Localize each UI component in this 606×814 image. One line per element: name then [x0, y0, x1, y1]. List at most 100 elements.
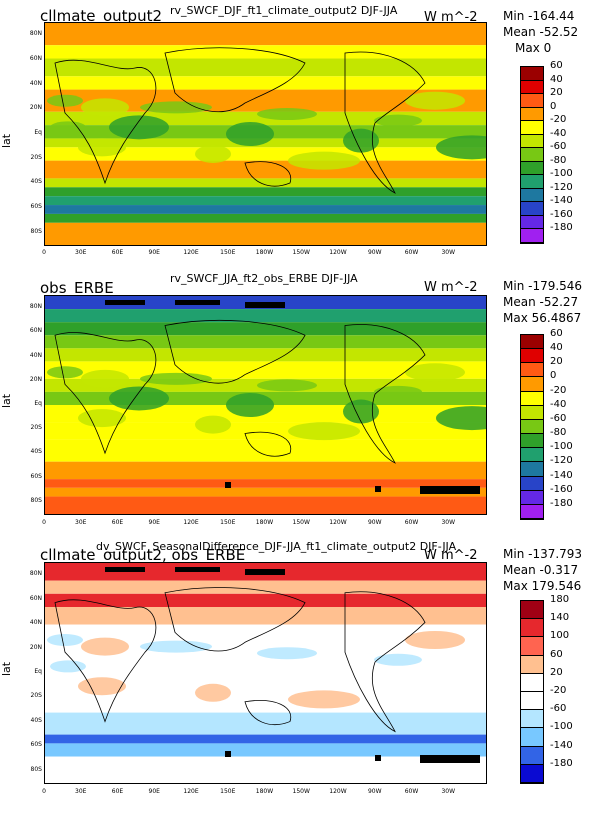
contour-band [45, 487, 486, 497]
coastline [344, 51, 426, 194]
contour-band [45, 756, 486, 783]
panel-title: obs_ERBE [40, 279, 114, 297]
lon-tick-label: 120E [183, 788, 199, 795]
lon-tick-label: 180W [255, 249, 274, 256]
panel-subtitle: rv_SWCF_DJF_ft1_climate_output2 DJF-JJA [170, 4, 398, 17]
contour-blob [109, 115, 169, 140]
colorbar-swatch [521, 405, 543, 420]
colorbar-swatch [521, 175, 543, 189]
colorbar-swatch [521, 229, 543, 243]
lon-tick-label: 60W [404, 519, 419, 526]
lat-tick-label: 40S [30, 716, 42, 724]
colorbar-label: 60 [550, 648, 563, 660]
lat-tick-label: 60N [29, 327, 42, 335]
colorbar-label: 180 [550, 594, 570, 605]
map-plot [44, 22, 487, 246]
lon-tick-label: 0 [42, 519, 46, 526]
contour-blob [436, 674, 486, 699]
missing-data-mask [105, 300, 145, 305]
lat-tick-label: 40N [29, 351, 42, 359]
contour-blob [81, 637, 129, 656]
colorbar-swatch [521, 202, 543, 216]
colorbar-label: -160 [550, 208, 573, 220]
stat-max: Max 56.4867 [503, 311, 582, 325]
colorbar-label: 20 [550, 356, 563, 368]
contour-blob [343, 667, 379, 692]
colorbar-swatch [521, 673, 543, 692]
colorbar-swatch [521, 377, 543, 392]
contour-band [45, 23, 486, 46]
colorbar-label: -180 [550, 222, 573, 234]
lon-tick-label: 30W [441, 788, 456, 795]
contour-band [45, 496, 486, 514]
colorbar-swatch [521, 746, 543, 765]
coastline [344, 324, 426, 464]
contour-band [45, 178, 486, 188]
panel-model: cllmate_output2 rv_SWCF_DJF_ft1_climate_… [0, 0, 606, 268]
stat-max: Max 179.546 [503, 579, 582, 593]
colorbar-swatch [521, 67, 543, 81]
map-plot [44, 562, 487, 784]
coastline [244, 431, 292, 457]
colorbar-label: -100 [550, 441, 573, 453]
colorbar-swatch [521, 490, 543, 505]
colorbar-label: 20 [550, 87, 563, 99]
map-plot [44, 295, 487, 515]
lat-tick-label: 60S [30, 472, 42, 480]
colorbar-swatch [521, 637, 543, 656]
colorbar-swatch [521, 419, 543, 435]
colorbar-label: -120 [550, 181, 573, 193]
lat-tick-label: 20S [30, 692, 42, 700]
contour-blob [81, 98, 129, 117]
contour-blob [405, 363, 465, 382]
lat-tick-label: 20S [30, 424, 42, 432]
contour-band [45, 58, 486, 77]
lat-tick-label: 20N [29, 104, 42, 112]
colorbar-label: -140 [550, 195, 573, 207]
colorbar-label: 100 [550, 630, 570, 642]
colorbar-swatch [521, 462, 543, 477]
contour-blob [343, 399, 379, 424]
missing-data-mask [175, 567, 220, 572]
lon-tick-label: 30E [75, 788, 87, 795]
coastline [164, 47, 306, 113]
coastline [344, 591, 426, 733]
colorbar-label: -20 [550, 685, 567, 696]
contour-blob [47, 634, 83, 646]
colorbar-swatch [521, 692, 543, 711]
colorbar-swatch [521, 94, 543, 108]
missing-data-mask [225, 482, 231, 488]
contour-band [45, 743, 486, 757]
units-label: W m^-2 [424, 10, 478, 25]
contour-band [45, 160, 486, 179]
stat-mean: Mean -52.52 [503, 25, 579, 39]
contour-blob [78, 677, 126, 696]
lon-tick-label: 150E [220, 249, 236, 256]
missing-data-mask [225, 751, 231, 757]
contour-blob [195, 683, 231, 702]
colorbar-label: -40 [550, 398, 567, 410]
colorbar-label: -60 [550, 412, 567, 424]
lat-tick-label: Eq [34, 129, 42, 136]
panel-difference: cllmate_output2, obs_ERBE dv_SWCF_Season… [0, 536, 606, 804]
colorbar-swatch [521, 335, 543, 350]
contour-blob [140, 372, 212, 385]
stat-mean: Mean -52.27 [503, 295, 579, 309]
missing-data-mask [420, 755, 480, 763]
contour-blob [109, 654, 169, 679]
stats-box: Min -164.44 Mean -52.52 Max 0 [503, 8, 603, 56]
colorbar-swatch [521, 391, 543, 406]
contour-band [45, 348, 486, 362]
lon-tick-label: 120E [183, 249, 199, 256]
lon-tick-label: 0 [42, 788, 46, 795]
lon-tick-label: 90E [148, 249, 160, 256]
contour-blob [50, 392, 86, 405]
coastline [54, 599, 157, 723]
stat-min: Min -137.793 [503, 547, 583, 561]
contour-band [45, 222, 486, 245]
contour-blob [257, 379, 317, 392]
colorbar-label: 20 [550, 666, 563, 678]
contour-blob [81, 369, 129, 388]
contour-band [45, 580, 486, 594]
colorbar-swatch [521, 349, 543, 364]
